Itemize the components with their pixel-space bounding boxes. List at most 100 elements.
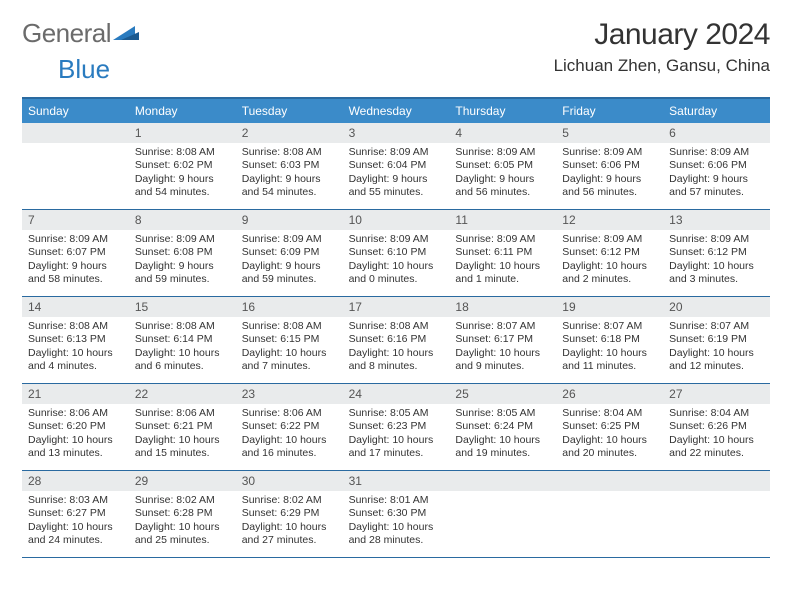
sunset-text: Sunset: 6:11 PM <box>455 246 550 259</box>
cell-body: Sunrise: 8:08 AMSunset: 6:14 PMDaylight:… <box>129 317 236 378</box>
daylight-text: Daylight: 10 hours and 6 minutes. <box>135 347 230 374</box>
day-header-tuesday: Tuesday <box>236 99 343 123</box>
date-number: 2 <box>236 123 343 143</box>
cell-body: Sunrise: 8:05 AMSunset: 6:24 PMDaylight:… <box>449 404 556 465</box>
sunrise-text: Sunrise: 8:08 AM <box>242 146 337 159</box>
sunset-text: Sunset: 6:12 PM <box>562 246 657 259</box>
sunset-text: Sunset: 6:23 PM <box>349 420 444 433</box>
cell-body: Sunrise: 8:06 AMSunset: 6:21 PMDaylight:… <box>129 404 236 465</box>
date-number <box>663 471 770 491</box>
date-number: 7 <box>22 210 129 230</box>
sunrise-text: Sunrise: 8:09 AM <box>349 146 444 159</box>
week-row: 21Sunrise: 8:06 AMSunset: 6:20 PMDayligh… <box>22 384 770 471</box>
date-number: 9 <box>236 210 343 230</box>
calendar-cell: 5Sunrise: 8:09 AMSunset: 6:06 PMDaylight… <box>556 123 663 209</box>
sunset-text: Sunset: 6:16 PM <box>349 333 444 346</box>
date-number: 16 <box>236 297 343 317</box>
daylight-text: Daylight: 10 hours and 9 minutes. <box>455 347 550 374</box>
calendar-cell: 30Sunrise: 8:02 AMSunset: 6:29 PMDayligh… <box>236 471 343 557</box>
sunset-text: Sunset: 6:19 PM <box>669 333 764 346</box>
sunset-text: Sunset: 6:28 PM <box>135 507 230 520</box>
date-number: 26 <box>556 384 663 404</box>
date-number <box>449 471 556 491</box>
day-header-wednesday: Wednesday <box>343 99 450 123</box>
cell-body: Sunrise: 8:04 AMSunset: 6:25 PMDaylight:… <box>556 404 663 465</box>
logo-icon <box>113 18 139 49</box>
sunrise-text: Sunrise: 8:02 AM <box>242 494 337 507</box>
sunset-text: Sunset: 6:22 PM <box>242 420 337 433</box>
date-number: 15 <box>129 297 236 317</box>
calendar-cell: 26Sunrise: 8:04 AMSunset: 6:25 PMDayligh… <box>556 384 663 470</box>
logo-text-2: Blue <box>58 54 110 84</box>
daylight-text: Daylight: 10 hours and 4 minutes. <box>28 347 123 374</box>
cell-body: Sunrise: 8:08 AMSunset: 6:03 PMDaylight:… <box>236 143 343 204</box>
sunrise-text: Sunrise: 8:08 AM <box>135 320 230 333</box>
day-header-monday: Monday <box>129 99 236 123</box>
sunset-text: Sunset: 6:12 PM <box>669 246 764 259</box>
sunrise-text: Sunrise: 8:05 AM <box>349 407 444 420</box>
sunrise-text: Sunrise: 8:08 AM <box>28 320 123 333</box>
cell-body: Sunrise: 8:09 AMSunset: 6:09 PMDaylight:… <box>236 230 343 291</box>
sunrise-text: Sunrise: 8:06 AM <box>135 407 230 420</box>
sunset-text: Sunset: 6:07 PM <box>28 246 123 259</box>
sunrise-text: Sunrise: 8:09 AM <box>455 146 550 159</box>
cell-body: Sunrise: 8:09 AMSunset: 6:06 PMDaylight:… <box>556 143 663 204</box>
daylight-text: Daylight: 10 hours and 22 minutes. <box>669 434 764 461</box>
calendar-cell: 21Sunrise: 8:06 AMSunset: 6:20 PMDayligh… <box>22 384 129 470</box>
logo-text-1: General <box>22 18 111 49</box>
date-number: 12 <box>556 210 663 230</box>
date-number: 22 <box>129 384 236 404</box>
daylight-text: Daylight: 10 hours and 1 minute. <box>455 260 550 287</box>
daylight-text: Daylight: 10 hours and 25 minutes. <box>135 521 230 548</box>
calendar-cell: 10Sunrise: 8:09 AMSunset: 6:10 PMDayligh… <box>343 210 450 296</box>
date-number: 29 <box>129 471 236 491</box>
weeks-container: 1Sunrise: 8:08 AMSunset: 6:02 PMDaylight… <box>22 123 770 558</box>
date-number: 1 <box>129 123 236 143</box>
cell-body: Sunrise: 8:02 AMSunset: 6:29 PMDaylight:… <box>236 491 343 552</box>
cell-body: Sunrise: 8:09 AMSunset: 6:12 PMDaylight:… <box>663 230 770 291</box>
sunrise-text: Sunrise: 8:04 AM <box>562 407 657 420</box>
sunrise-text: Sunrise: 8:03 AM <box>28 494 123 507</box>
sunset-text: Sunset: 6:06 PM <box>562 159 657 172</box>
calendar-cell: 1 Sunrise: 8:08 AMSunset: 6:02 PMDaylight… <box>129 123 236 209</box>
calendar-cell: 15Sunrise: 8:08 AMSunset: 6:14 PMDayligh… <box>129 297 236 383</box>
daylight-text: Daylight: 9 hours and 58 minutes. <box>28 260 123 287</box>
calendar-grid: Sunday Monday Tuesday Wednesday Thursday… <box>22 97 770 558</box>
daylight-text: Daylight: 10 hours and 16 minutes. <box>242 434 337 461</box>
cell-body: Sunrise: 8:01 AMSunset: 6:30 PMDaylight:… <box>343 491 450 552</box>
daylight-text: Daylight: 9 hours and 55 minutes. <box>349 173 444 200</box>
calendar-cell: 8Sunrise: 8:09 AMSunset: 6:08 PMDaylight… <box>129 210 236 296</box>
sunrise-text: Sunrise: 8:07 AM <box>455 320 550 333</box>
date-number: 14 <box>22 297 129 317</box>
cell-body: Sunrise: 8:09 AMSunset: 6:04 PMDaylight:… <box>343 143 450 204</box>
daylight-text: Daylight: 10 hours and 15 minutes. <box>135 434 230 461</box>
date-number: 5 <box>556 123 663 143</box>
sunrise-text: Sunrise: 8:09 AM <box>242 233 337 246</box>
daylight-text: Daylight: 10 hours and 19 minutes. <box>455 434 550 461</box>
daylight-text: Daylight: 9 hours and 54 minutes. <box>135 173 230 200</box>
date-number: 3 <box>343 123 450 143</box>
sunset-text: Sunset: 6:10 PM <box>349 246 444 259</box>
calendar-cell: 20Sunrise: 8:07 AMSunset: 6:19 PMDayligh… <box>663 297 770 383</box>
daylight-text: Daylight: 9 hours and 57 minutes. <box>669 173 764 200</box>
calendar-cell: 13Sunrise: 8:09 AMSunset: 6:12 PMDayligh… <box>663 210 770 296</box>
calendar-cell: 3Sunrise: 8:09 AMSunset: 6:04 PMDaylight… <box>343 123 450 209</box>
calendar-cell: 9Sunrise: 8:09 AMSunset: 6:09 PMDaylight… <box>236 210 343 296</box>
sunrise-text: Sunrise: 8:08 AM <box>135 146 230 159</box>
cell-body: Sunrise: 8:06 AMSunset: 6:22 PMDaylight:… <box>236 404 343 465</box>
sunset-text: Sunset: 6:02 PM <box>135 159 230 172</box>
cell-body: Sunrise: 8:04 AMSunset: 6:26 PMDaylight:… <box>663 404 770 465</box>
sunrise-text: Sunrise: 8:09 AM <box>562 233 657 246</box>
sunrise-text: Sunrise: 8:02 AM <box>135 494 230 507</box>
sunset-text: Sunset: 6:25 PM <box>562 420 657 433</box>
calendar-cell: 28Sunrise: 8:03 AMSunset: 6:27 PMDayligh… <box>22 471 129 557</box>
cell-body: Sunrise: 8:09 AMSunset: 6:08 PMDaylight:… <box>129 230 236 291</box>
sunset-text: Sunset: 6:18 PM <box>562 333 657 346</box>
sunset-text: Sunset: 6:05 PM <box>455 159 550 172</box>
week-row: 28Sunrise: 8:03 AMSunset: 6:27 PMDayligh… <box>22 471 770 558</box>
date-number: 6 <box>663 123 770 143</box>
sunset-text: Sunset: 6:04 PM <box>349 159 444 172</box>
sunrise-text: Sunrise: 8:06 AM <box>28 407 123 420</box>
cell-body: Sunrise: 8:09 AMSunset: 6:07 PMDaylight:… <box>22 230 129 291</box>
day-header-friday: Friday <box>556 99 663 123</box>
